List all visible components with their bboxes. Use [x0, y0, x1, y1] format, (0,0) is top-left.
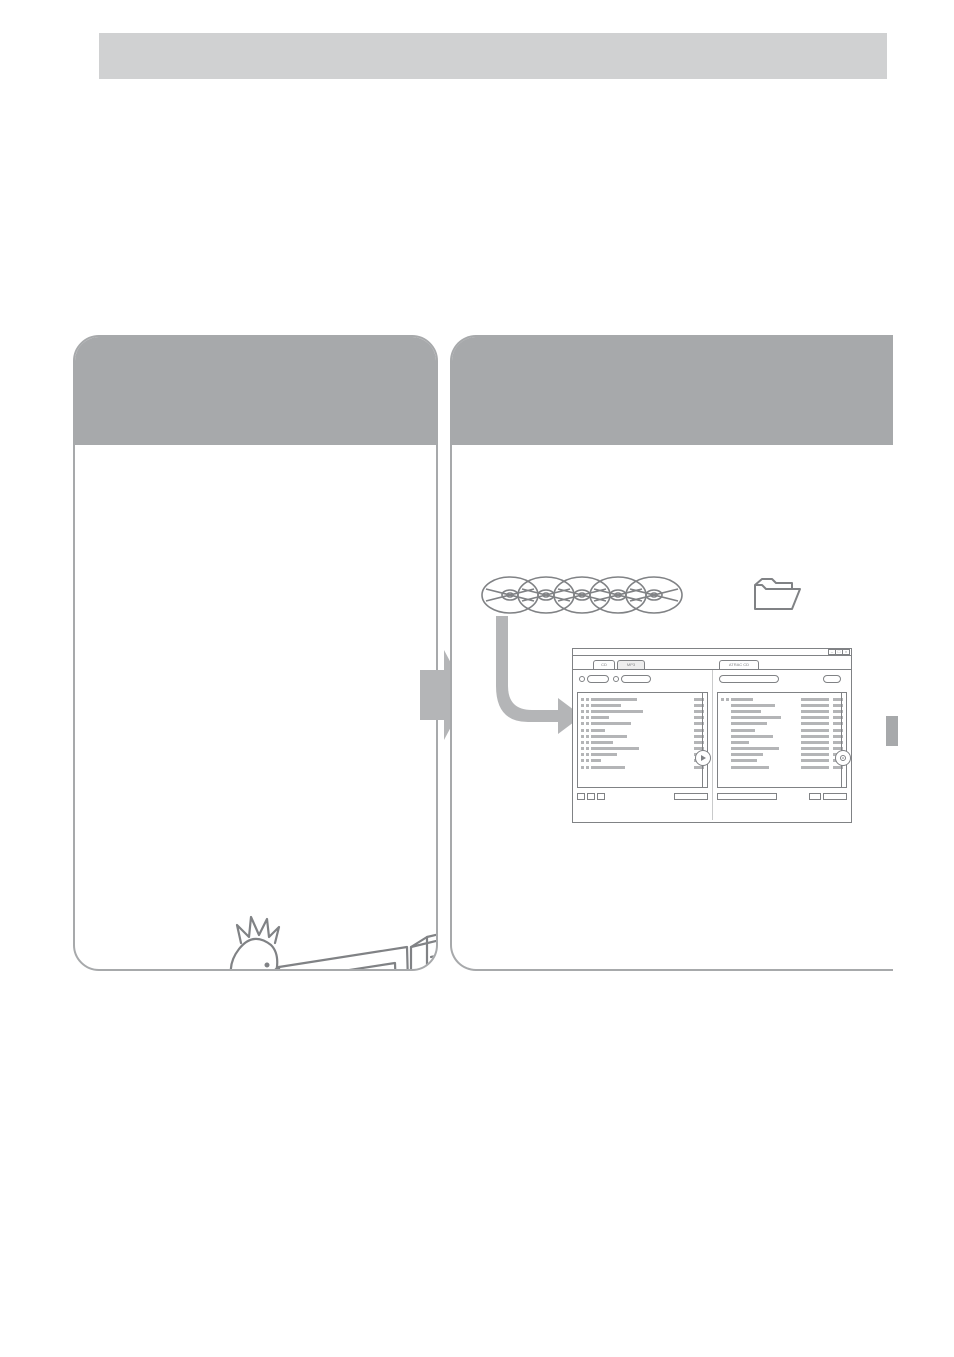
capacity-bar	[717, 793, 777, 800]
card-header	[452, 337, 893, 445]
footer-field	[823, 793, 847, 800]
field[interactable]	[621, 675, 651, 683]
tab-cd[interactable]: CD	[593, 660, 615, 669]
top-header-bar	[99, 33, 887, 79]
burn-button[interactable]	[835, 750, 851, 766]
cd-stack-illustration	[480, 572, 685, 618]
import-arrow-icon	[494, 616, 582, 736]
control-icon[interactable]	[613, 676, 619, 682]
software-window: – □ × CD MP3 ATRAC CD	[572, 648, 852, 823]
person-at-computer-illustration	[171, 907, 438, 971]
source-panel	[573, 670, 712, 820]
scrollbar[interactable]	[702, 693, 707, 787]
tab-atrac-cd[interactable]: ATRAC CD	[719, 660, 759, 669]
footer-button[interactable]	[809, 793, 821, 800]
footer-button[interactable]	[597, 793, 605, 800]
window-titlebar: – □ ×	[573, 649, 851, 656]
track-list[interactable]	[577, 692, 708, 788]
field	[823, 675, 841, 683]
step-card-install	[73, 335, 438, 971]
scrollbar[interactable]	[841, 693, 846, 787]
card-header	[75, 337, 436, 445]
tab-mp3[interactable]: MP3	[617, 660, 645, 669]
window-close-button[interactable]: ×	[842, 649, 850, 655]
footer-button[interactable]	[587, 793, 595, 800]
field[interactable]	[587, 675, 609, 683]
window-toolbar: CD MP3 ATRAC CD	[573, 656, 851, 670]
field[interactable]	[719, 675, 779, 683]
destination-panel	[712, 670, 852, 820]
folder-icon	[752, 575, 802, 615]
footer-field	[674, 793, 708, 800]
transfer-right-button[interactable]	[695, 750, 711, 766]
page-edge-tab	[886, 716, 898, 746]
control-icon[interactable]	[579, 676, 585, 682]
track-list[interactable]	[717, 692, 848, 788]
footer-button[interactable]	[577, 793, 585, 800]
